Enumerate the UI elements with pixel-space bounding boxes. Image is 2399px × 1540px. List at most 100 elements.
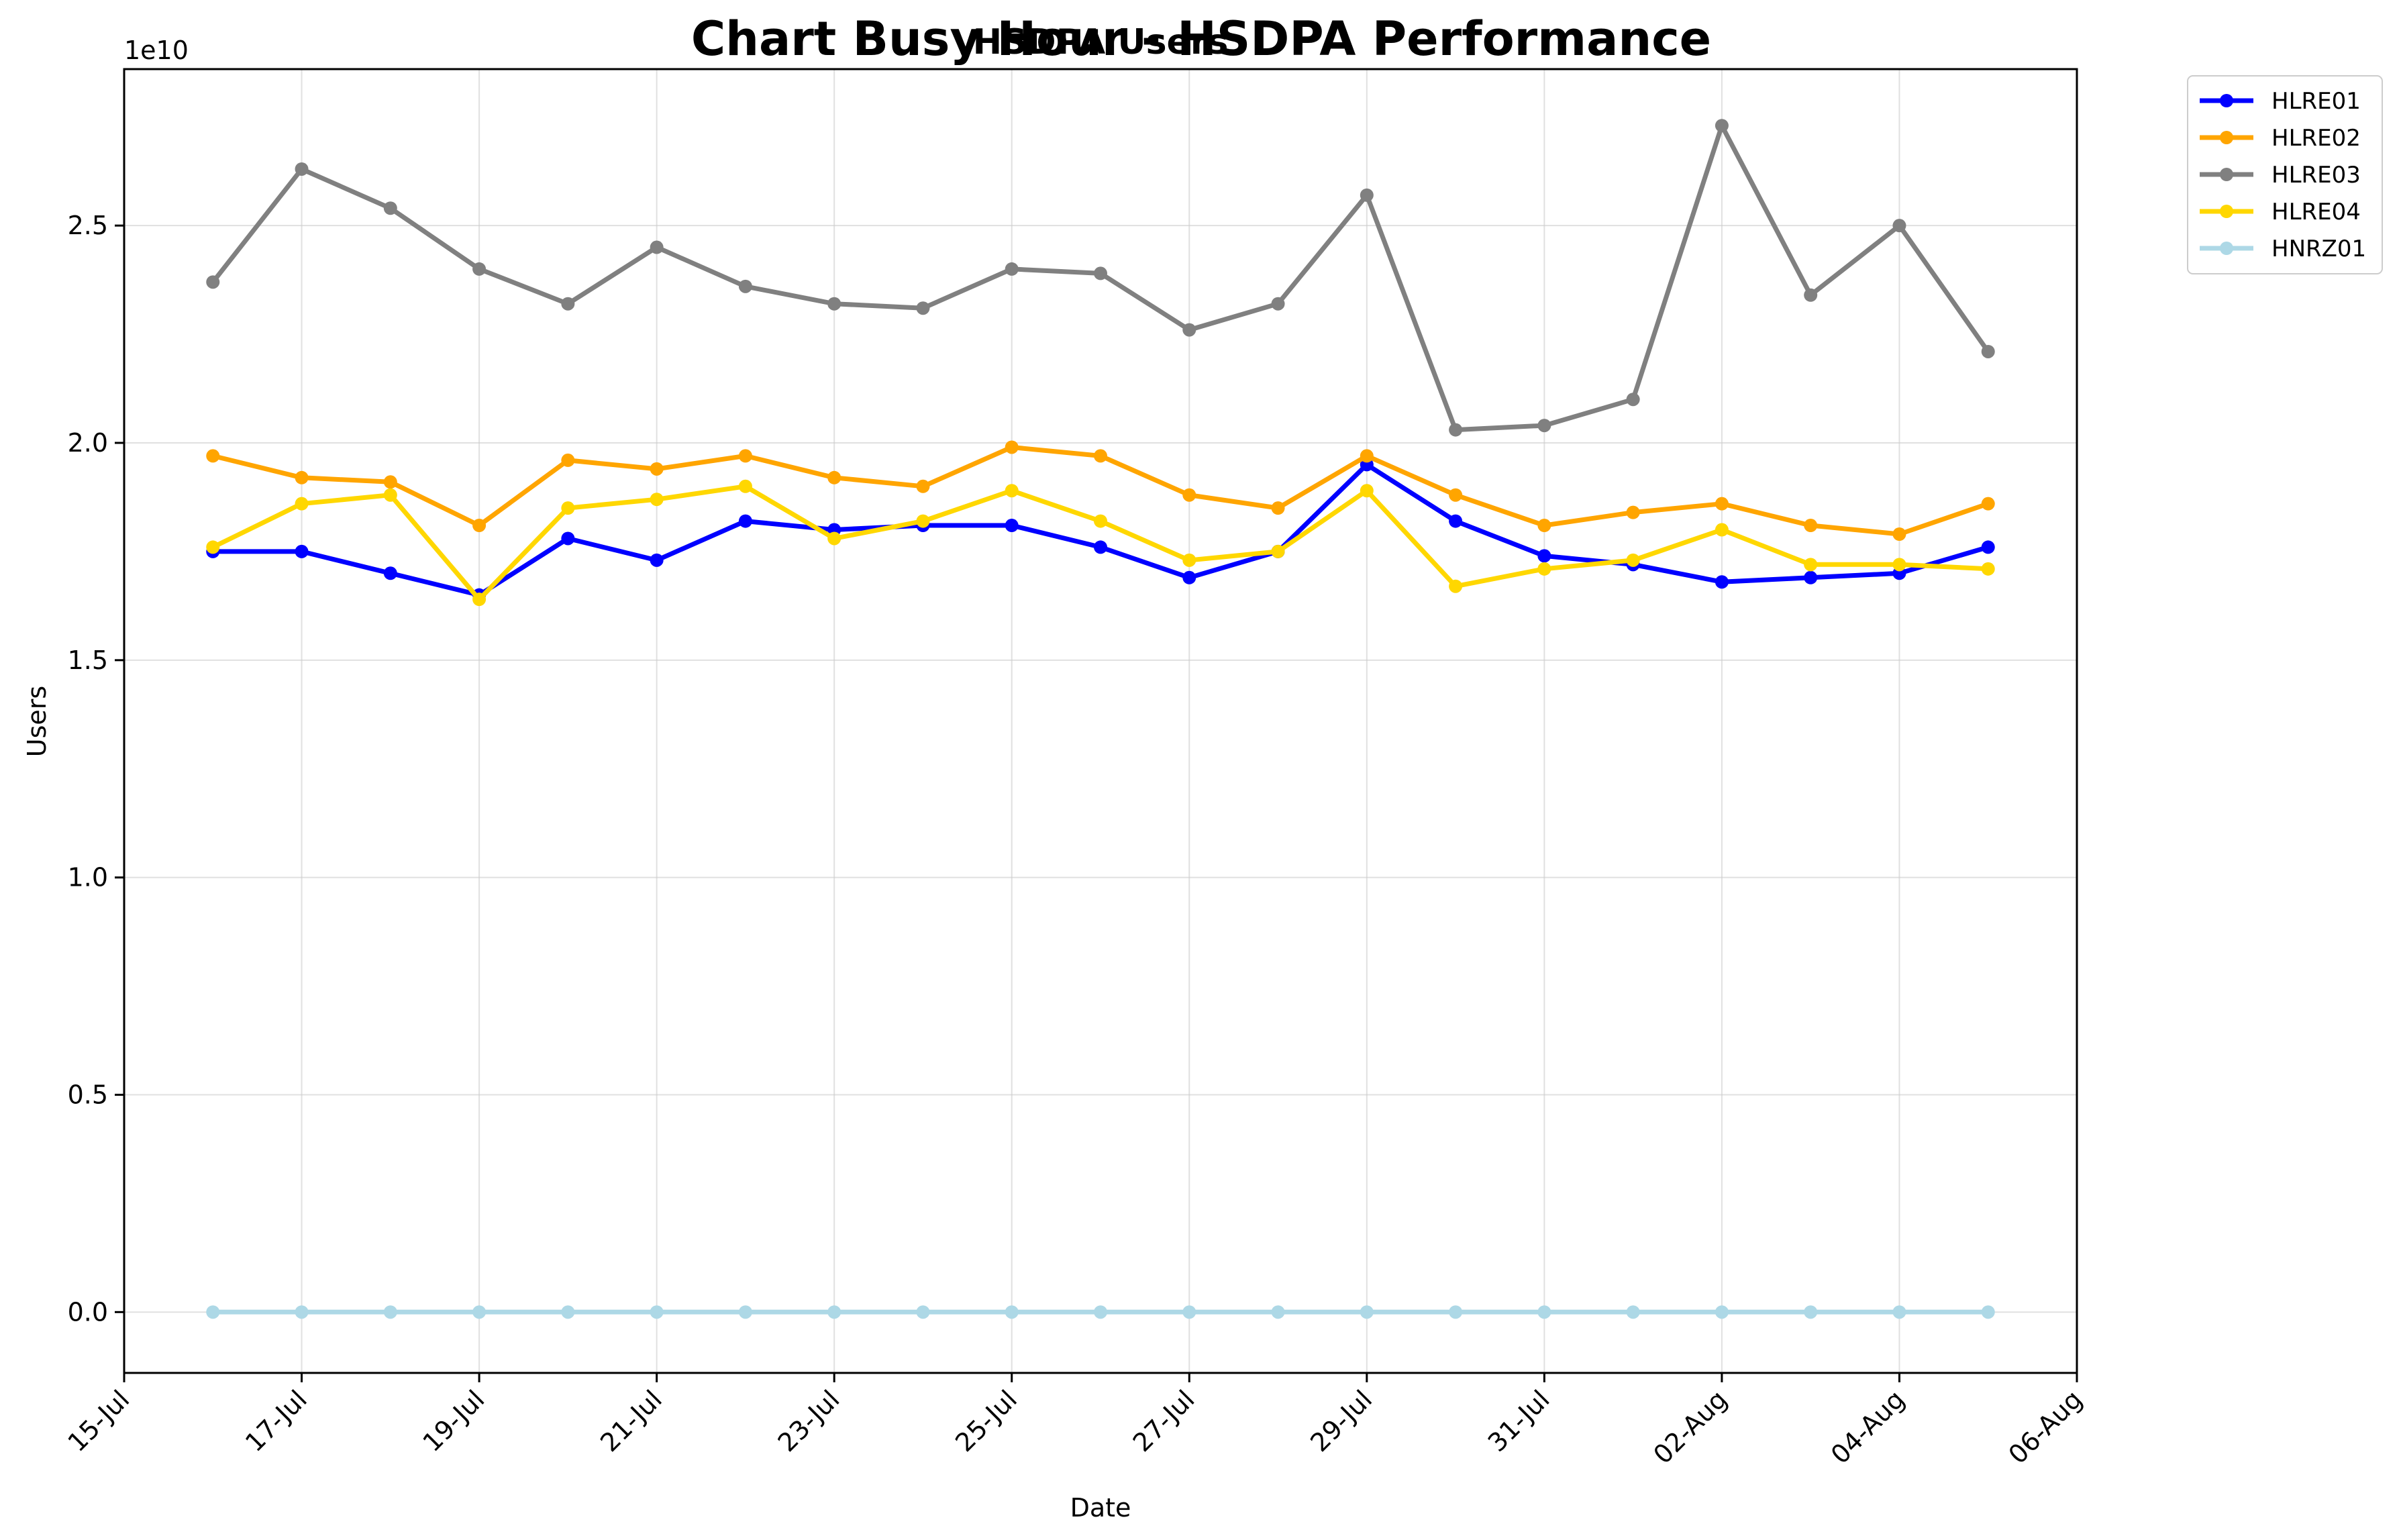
data-point [1537,419,1551,433]
y-axis: 0.0 0.5 1.0 1.5 2.0 2.5 [68,211,124,1327]
data-point [206,275,220,289]
legend-label: HLRE01 [2272,88,2361,115]
data-point [1005,484,1019,498]
data-point [561,1305,575,1319]
y-offset-label: 1e10 [124,36,189,65]
data-point [1981,1305,1995,1319]
legend: HLRE01 HLRE02 HLRE03 HLRE04 HNRZ01 [2187,75,2383,274]
data-point [1182,553,1196,567]
data-point [650,462,664,476]
data-point [295,470,309,484]
data-point [1981,497,1995,511]
data-point [1981,540,1995,554]
data-point [1360,188,1374,202]
data-point [383,566,397,580]
data-point [1182,570,1196,584]
data-point [1981,344,1995,358]
data-point [1360,484,1374,498]
data-point [472,593,487,607]
data-point [1626,1305,1640,1319]
data-point [295,497,309,511]
data-point [738,514,752,528]
y-axis-label: Users [22,686,52,757]
y-tick-label: 2.5 [68,211,108,240]
y-tick-label: 1.0 [68,863,108,892]
series-layer [206,119,1995,1319]
data-point [1182,1305,1196,1319]
data-point [561,531,575,546]
data-point [1449,514,1463,528]
data-point [827,531,841,546]
legend-swatch-marker [2220,131,2233,144]
series-hlre03 [206,119,1995,437]
data-point [1449,423,1463,437]
data-point [1626,505,1640,519]
data-point [561,501,575,515]
y-tick-label: 0.0 [68,1297,108,1327]
data-point [1804,558,1818,572]
data-point [916,514,930,528]
data-point [916,1305,930,1319]
data-point [1804,288,1818,302]
data-point [1360,449,1374,463]
data-point [295,544,309,558]
data-point [1715,497,1729,511]
data-point [1892,219,1906,233]
data-point [1537,549,1551,563]
data-point [1449,1305,1463,1319]
data-point [1005,262,1019,276]
legend-label: HLRE03 [2272,162,2361,189]
data-point [1094,266,1107,280]
legend-swatch-marker [2220,205,2233,218]
data-point [1182,488,1196,502]
data-point [1537,1305,1551,1319]
data-point [383,201,397,215]
y-tick-label: 1.5 [68,646,108,675]
data-point [295,1305,309,1319]
series-hlre02 [206,440,1995,542]
data-point [650,1305,664,1319]
data-point [206,540,220,554]
series-hnrz01 [206,1305,1995,1319]
data-point [1804,570,1818,584]
data-point [1892,558,1906,572]
legend-label: HNRZ01 [2272,236,2366,262]
plot-frame [123,68,2078,1374]
data-point [1005,519,1019,533]
data-point [1626,553,1640,567]
data-point [1182,323,1196,337]
data-point [1449,579,1463,593]
data-point [561,453,575,467]
data-point [1005,440,1019,454]
data-point [1360,1305,1374,1319]
data-point [827,470,841,484]
data-point [738,279,752,293]
x-axis-label: Date [1070,1493,1131,1523]
data-point [1005,1305,1019,1319]
legend-label: HLRE04 [2272,199,2361,225]
data-point [1094,540,1107,554]
data-point [1094,449,1107,463]
y-tick-label: 2.0 [68,428,108,458]
data-point [1094,1305,1107,1319]
chart-title: Chart Busy Hour - HSDPA Performance [691,11,1711,66]
data-point [1715,119,1729,133]
series-hlre01 [206,458,1995,602]
data-point [1271,1305,1285,1319]
data-point [916,301,930,315]
data-point [738,449,752,463]
data-point [383,1305,397,1319]
legend-frame [2187,75,2383,274]
data-point [1804,519,1818,533]
legend-swatch-marker [2220,94,2233,107]
data-point [383,488,397,502]
data-point [916,479,930,493]
data-point [472,1305,487,1319]
data-point [827,297,841,311]
data-point [295,162,309,176]
data-point [1715,575,1729,589]
data-point [561,297,575,311]
data-point [650,553,664,567]
